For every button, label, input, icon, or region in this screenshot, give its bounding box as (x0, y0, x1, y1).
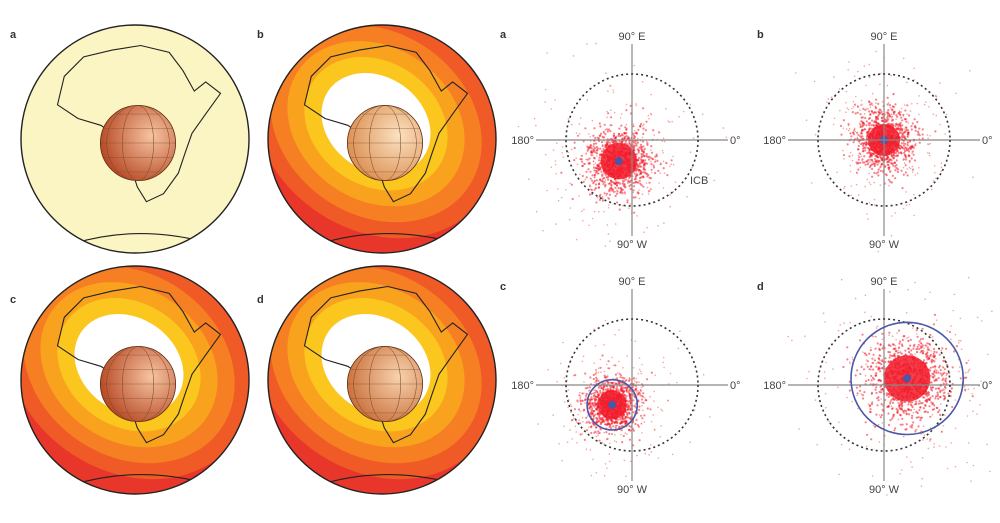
icb-label: ICB (690, 175, 708, 187)
icb-circle (817, 73, 951, 207)
heat-bands (268, 25, 496, 253)
polar-panel-letter: b (757, 29, 764, 41)
polar-panel-letter: d (757, 281, 764, 293)
polar-panel-letter: c (500, 281, 506, 293)
label-180: 180° (511, 135, 534, 147)
globe-panel-letter: d (257, 294, 264, 306)
mean-pole-marker (614, 157, 623, 166)
globe-panel-letter: b (257, 29, 264, 41)
fit-circle (850, 321, 964, 436)
label-180: 180° (511, 380, 534, 392)
label-90w: 90° W (869, 239, 900, 251)
polar-panel-letter: a (500, 29, 507, 41)
label-90e: 90° E (870, 276, 897, 288)
antarctica-outline (72, 233, 204, 245)
antarctica-outline (319, 474, 451, 486)
label-0: 0° (982, 135, 993, 147)
globes-group: a b c d (10, 24, 497, 495)
antarctica-outline (319, 233, 451, 245)
globe-rim (267, 24, 497, 254)
globe-rim (267, 265, 497, 495)
label-0: 0° (730, 380, 741, 392)
icb-circle (565, 73, 699, 207)
globe-rim (20, 265, 250, 495)
label-90w: 90° W (869, 484, 900, 496)
antarctica-outline (72, 474, 204, 486)
label-180: 180° (763, 135, 786, 147)
globe-panel-d: d (257, 265, 497, 495)
globe-panel-letter: c (10, 294, 16, 306)
polar-panel-c: 90° E 90° W 180° 0° c (500, 276, 741, 496)
label-90w: 90° W (617, 484, 648, 496)
icb-circle (565, 318, 699, 452)
core-grid (100, 105, 176, 181)
label-90e: 90° E (618, 31, 645, 43)
icb-circle (817, 318, 951, 452)
label-90e: 90° E (618, 276, 645, 288)
label-0: 0° (730, 135, 741, 147)
globe-panel-b: b (257, 24, 497, 254)
label-0: 0° (982, 380, 993, 392)
polar-panel-a: 90° E 90° W 180° 0° ICB a (500, 29, 741, 251)
label-90w: 90° W (617, 239, 648, 251)
mean-pole-marker (903, 374, 912, 383)
globe-panel-c: c (10, 265, 250, 495)
globe-panel-a: a (10, 24, 250, 254)
mean-pole-marker (608, 400, 617, 409)
globe-rim (20, 24, 250, 254)
label-180: 180° (763, 380, 786, 392)
label-90e: 90° E (870, 31, 897, 43)
fit-circle (586, 378, 639, 431)
polar-panel-b: 90° E 90° W 180° 0° b (757, 29, 993, 253)
globe-panel-letter: a (10, 29, 17, 41)
polar-panel-d: 90° E 90° W 180° 0° d (757, 276, 993, 496)
